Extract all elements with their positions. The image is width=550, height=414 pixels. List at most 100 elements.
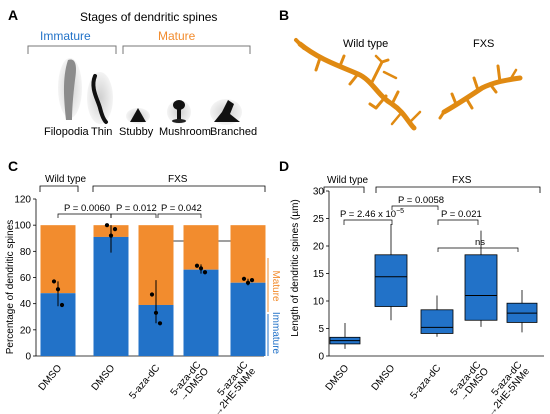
panel-c-xlabels: DMSO DMSO 5-aza-dC 5-aza-dC→DMSO 5-aza-dC→2H… [37,359,259,414]
panel-d: D Wild type FXS Length of dendritic spin… [279,158,544,414]
panel-d-ytick-label: 0 [318,352,324,363]
panel-d-significance [343,205,519,252]
panel-d-xtick-label: 5-aza-dC [408,363,443,402]
panel-d-wildtype-bracket [323,186,365,193]
panel-d-xtick-label: 5-aza-dC→DMSO [449,359,492,404]
spine-label-branched: Branched [210,126,257,138]
panel-c-group-fxs: FXS [168,174,188,185]
data-point [157,321,163,326]
panel-c-immature-side-label: Immature [270,312,281,355]
branched-spine-image [210,99,242,125]
data-point [55,287,61,292]
panel-d-fxs-bracket [375,186,541,193]
panel-b: B Wild type FXS [279,7,523,131]
panel-d-xtick-label: 5-aza-dC→2HE-5NMe [478,359,533,414]
spine-label-filopodia: Filopodia [44,126,90,138]
data-point [241,276,247,281]
panel-d-xtick-label: DMSO [370,363,398,393]
data-point [108,233,114,238]
fxs-dendrite-rendering [438,64,523,120]
spine-label-thin: Thin [91,126,112,138]
data-point [245,280,251,285]
panel-d-xlabels: DMSO DMSO 5-aza-dC 5-aza-dC→DMSO5-aza-dC→2H… [324,359,533,414]
wild-type-dendrite-rendering [294,38,422,131]
stubby-spine-image [126,108,150,124]
panel-c-xtick-label: DMSO [90,363,118,393]
panel-c-ytick-label: 20 [20,325,32,336]
data-point [59,302,65,308]
thin-spine-image [87,72,113,124]
panel-d-pvalue-1: P = 2.46 x 10−5 [340,208,404,220]
panel-d-letter: D [279,158,289,174]
panel-d-xtick-label: DMSO [324,363,352,393]
panel-d-ylabel: Length of dendritic spines (µm) [290,199,301,337]
panel-c-xtick-label: 5-aza-dC [127,363,162,402]
panel-c-mature-side-label: Mature [270,270,281,302]
panel-d-pvalue-ns: ns [475,237,485,248]
box [420,309,454,334]
panel-c-pvalue-3: P = 0.042 [161,203,202,214]
bar-immature [183,269,219,356]
panel-d-ytick-label: 25 [313,214,325,225]
panel-b-letter: B [279,7,289,23]
bar-immature [93,236,129,356]
panel-c-xtick-label: DMSO [37,363,65,393]
panel-d-ytick-label: 30 [313,187,325,198]
panel-c-ylabel: Percentage of dendritic spines [5,220,16,355]
immature-bracket [27,45,117,54]
box [374,254,408,307]
spine-label-stubby: Stubby [119,126,154,138]
box [464,254,498,321]
panel-c-ytick-label: 0 [25,352,31,363]
data-point [153,310,159,315]
data-point [112,226,118,232]
panel-c-fxs-bracket [92,185,266,192]
panel-a-letter: A [8,7,18,23]
panel-c-ytick-label: 80 [20,247,32,258]
data-point [198,266,204,271]
panel-d-ytick-label: 15 [313,269,325,280]
panel-c-pvalue-1: P = 0.0060 [64,203,110,214]
panel-d-ytick-label: 10 [313,297,325,308]
data-point [202,270,208,275]
panel-d-group-wildtype: Wild type [327,175,369,186]
fxs-neuron-label: FXS [473,38,494,50]
panel-c-pvalue-2: P = 0.012 [116,203,157,214]
immature-label: Immature [40,29,91,43]
panel-a: A Stages of dendritic spines Immature Ma… [8,7,257,138]
panel-d-axes: 0 5 10 15 20 25 30 [313,187,544,363]
data-point [104,223,110,228]
bar-mature [230,225,266,283]
panel-c-ytick-label: 40 [20,299,32,310]
panel-d-pvalue-3: P = 0.021 [441,209,482,220]
panel-d-ytick-label: 5 [318,324,324,335]
filopodia-spine-image [58,58,82,120]
panel-c-ytick-label: 120 [14,195,31,206]
panel-d-group-fxs: FXS [452,175,472,186]
panel-c-ytick-label: 60 [20,273,32,284]
spine-label-mushroom: Mushroom [159,126,211,138]
panel-c-letter: C [8,158,18,174]
data-point [51,279,57,284]
panel-a-title: Stages of dendritic spines [80,10,217,24]
panel-c: C Wild type FXS Percentage of dendritic … [5,158,281,414]
panel-c-group-wildtype: Wild type [45,174,87,185]
wild-type-neuron-label: Wild type [343,38,388,50]
mature-label: Mature [158,29,196,43]
panel-c-xtick-label: 5-aza-dC→2HE-5NMe [204,359,259,414]
data-point [149,292,155,297]
mature-bracket [122,45,251,54]
panel-d-boxes [329,224,538,349]
panel-c-xtick-label: 5-aza-dC→DMSO [169,359,212,404]
mushroom-spine-image [167,100,191,124]
panel-d-pvalue-2: P = 0.0058 [398,195,444,206]
data-point [249,278,255,283]
bar-immature [230,282,266,356]
panel-d-ytick-label: 20 [313,242,325,253]
bar-mature [183,225,219,270]
panel-c-wildtype-bracket [39,185,79,192]
data-point [194,263,200,268]
panel-c-bars [40,223,266,356]
panel-c-ytick-label: 100 [14,221,31,232]
